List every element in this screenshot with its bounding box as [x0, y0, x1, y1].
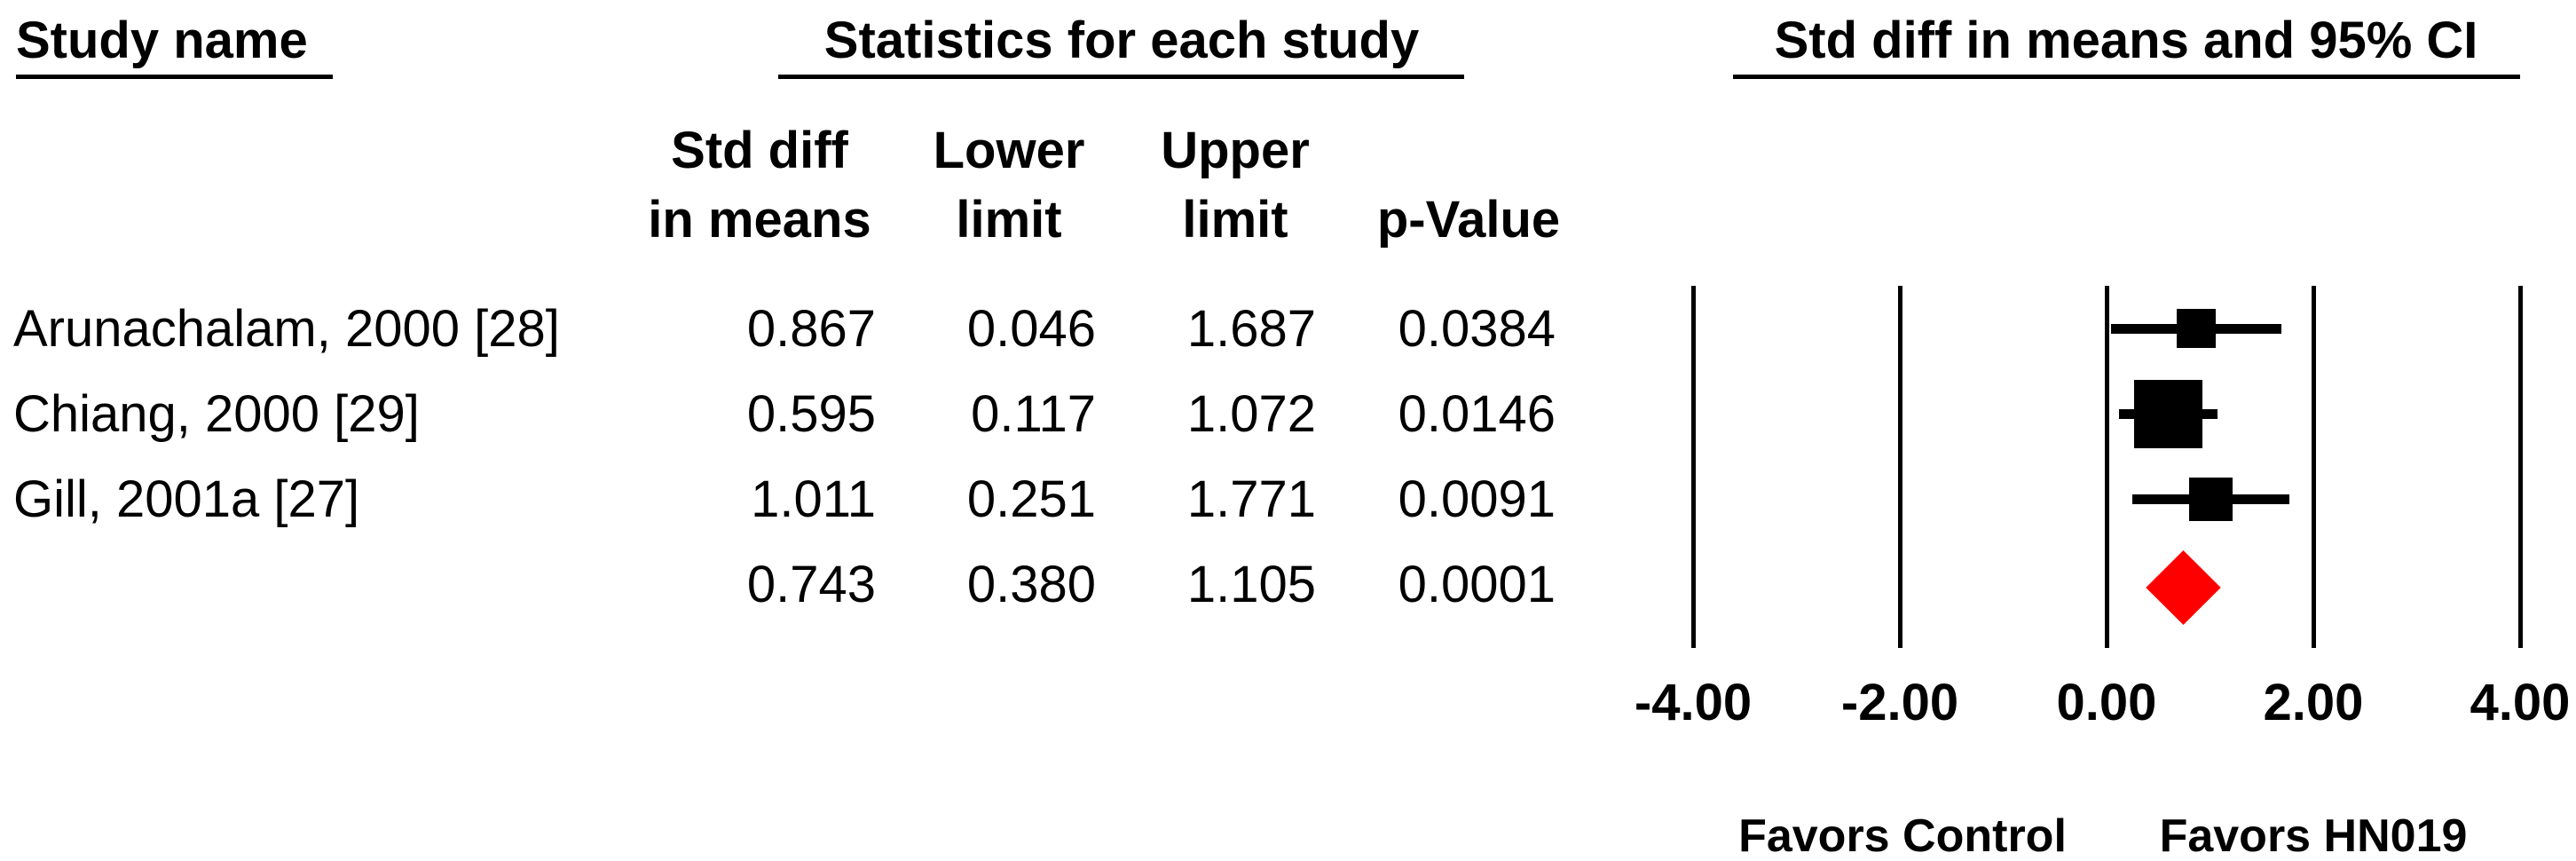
- col-header-lower-line2: limit: [956, 191, 1062, 249]
- statistics-section-title: Statistics for each study: [823, 12, 1420, 69]
- axis-tick-label: 4.00: [2470, 674, 2571, 731]
- study-point-square: [2189, 477, 2233, 521]
- upper-limit-summary: 1.105: [1186, 556, 1316, 613]
- plot-section-title: Std diff in means and 95% CI: [1774, 12, 2478, 69]
- col-header-lower-line1: Lower: [933, 122, 1085, 179]
- p-value-summary: 0.0001: [1398, 556, 1556, 613]
- axis-tick-label: -4.00: [1634, 674, 1753, 731]
- p-value-row-3: 0.0091: [1398, 470, 1556, 528]
- axis-tick-label: -2.00: [1840, 674, 1959, 731]
- axis-gridline: [1897, 286, 1902, 648]
- axis-tick-label: 2.00: [2263, 674, 2364, 731]
- p-value-row-2: 0.0146: [1398, 385, 1556, 443]
- lower-limit-summary: 0.380: [966, 556, 1096, 613]
- lower-limit-row-1: 0.046: [966, 300, 1096, 358]
- std-diff-value-row-3: 1.011: [751, 470, 876, 528]
- upper-limit-row-3: 1.771: [1186, 470, 1316, 528]
- std-diff-value-row-1: 0.867: [746, 300, 876, 358]
- axis-gridline: [2311, 286, 2316, 648]
- study-name-title-underline: [16, 75, 333, 79]
- favors-control-label: Favors Control: [1738, 810, 2067, 861]
- study-point-square: [2177, 309, 2216, 348]
- upper-limit-row-2: 1.072: [1186, 385, 1316, 443]
- favors-hn019-label: Favors HN019: [2159, 810, 2468, 861]
- statistics-title-underline: [778, 75, 1464, 79]
- col-header-std-diff-line2: in means: [648, 191, 871, 249]
- std-diff-value-summary: 0.743: [746, 556, 876, 613]
- study-name-row-2: Chiang, 2000 [29]: [13, 385, 420, 443]
- summary-diamond: [2146, 550, 2221, 625]
- lower-limit-row-3: 0.251: [966, 470, 1096, 528]
- lower-limit-row-2: 0.117: [971, 385, 1096, 443]
- upper-limit-row-1: 1.687: [1186, 300, 1316, 358]
- col-header-upper-line2: limit: [1182, 191, 1288, 249]
- plot-title-underline: [1733, 75, 2520, 79]
- study-name-column-title: Study name: [16, 12, 308, 69]
- col-header-upper-line1: Upper: [1161, 122, 1310, 179]
- study-name-row-1: Arunachalam, 2000 [28]: [13, 300, 560, 358]
- axis-gridline: [2517, 286, 2523, 648]
- study-point-square: [2133, 379, 2202, 448]
- axis-gridline: [2104, 286, 2109, 648]
- p-value-row-1: 0.0384: [1398, 300, 1556, 358]
- col-header-p-value: p-Value: [1376, 191, 1561, 249]
- col-header-std-diff-line1: Std diff: [671, 122, 848, 179]
- axis-tick-label: 0.00: [2056, 674, 2157, 731]
- axis-gridline: [1690, 286, 1696, 648]
- study-name-row-3: Gill, 2001a [27]: [13, 470, 360, 528]
- std-diff-value-row-2: 0.595: [746, 385, 876, 443]
